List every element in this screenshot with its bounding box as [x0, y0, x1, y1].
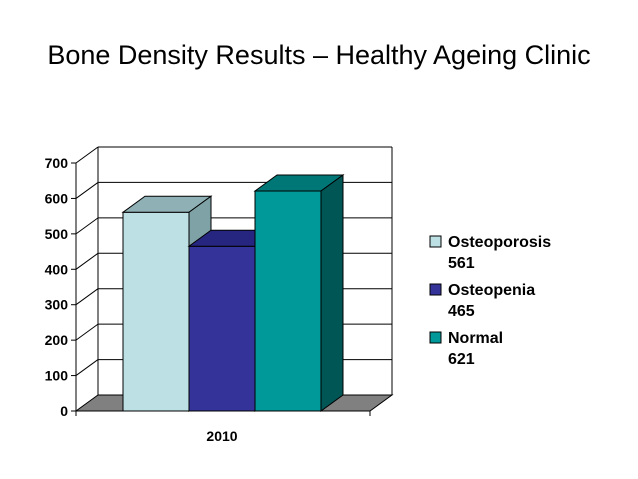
axis-layer: 0 100 200 300 400 500 600 700: [45, 155, 371, 419]
y-tick-label: 400: [45, 261, 69, 277]
labels-layer: 2010: [206, 428, 237, 444]
gridline-side: [75, 288, 99, 306]
y-tick-label: 500: [45, 226, 69, 242]
x-category-label: 2010: [206, 428, 237, 444]
gridline-side: [75, 323, 99, 341]
gridline-side: [75, 182, 99, 199]
bar-side-normal: [320, 174, 344, 412]
gridline-side: [75, 359, 99, 376]
legend-value-osteoporosis: 561: [448, 255, 475, 272]
y-tick-label: 0: [60, 403, 68, 419]
legend-value-normal: 621: [448, 351, 475, 368]
y-tick-label: 700: [45, 155, 69, 171]
gridline-side: [75, 146, 99, 164]
legend-label-normal: Normal: [448, 330, 503, 347]
bar-normal: [254, 190, 322, 412]
legend: Osteoporosis 561 Osteopenia 465 Normal 621: [412, 222, 577, 373]
legend-swatch-osteoporosis: [429, 235, 442, 248]
bar-osteopenia: [188, 245, 256, 412]
legend-swatch-osteopenia: [429, 283, 442, 296]
bars-layer: [121, 174, 345, 412]
chart-title: Bone Density Results – Healthy Ageing Cl…: [47, 40, 591, 70]
legend-value-osteopenia: 465: [448, 303, 475, 320]
y-tick-label: 200: [45, 332, 69, 348]
y-tick-label: 300: [45, 297, 69, 313]
gridline-side: [75, 217, 99, 235]
y-tick-label: 600: [45, 190, 69, 206]
bar-osteoporosis: [122, 211, 190, 412]
legend-swatch-normal: [429, 331, 442, 344]
legend-label-osteoporosis: Osteoporosis: [448, 234, 551, 251]
gridline-side: [75, 252, 99, 270]
legend-label-osteopenia: Osteopenia: [448, 282, 535, 299]
y-tick-label: 100: [45, 368, 69, 384]
